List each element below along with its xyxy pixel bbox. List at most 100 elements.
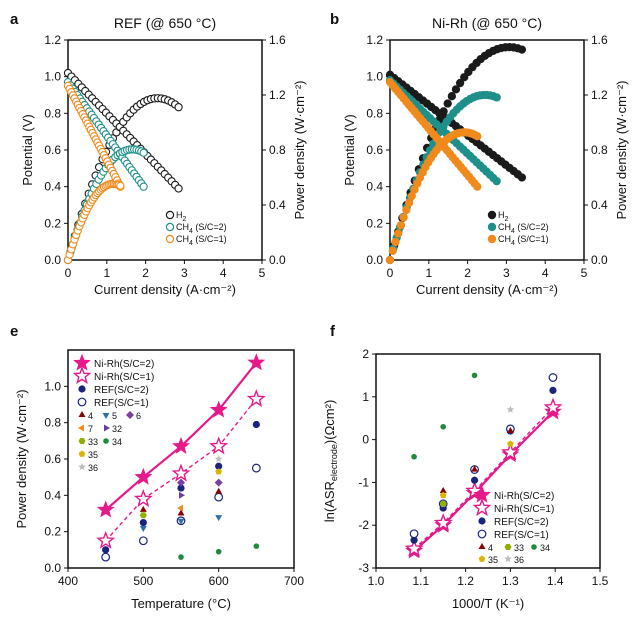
- legend-label: 32: [112, 424, 122, 434]
- y-tick-label: 0.8: [44, 416, 61, 430]
- x-tick-label: 500: [133, 574, 153, 588]
- series: [96, 389, 266, 549]
- legend-marker: [102, 413, 110, 419]
- data-point: [139, 505, 147, 512]
- series: [404, 397, 563, 557]
- y-tick-label: 0.4: [44, 488, 61, 502]
- x-tick-label: 1.4: [547, 574, 564, 588]
- series: [439, 427, 514, 493]
- legend-label: 5: [112, 411, 117, 421]
- ylabel-pre: ln(ASR: [322, 481, 337, 522]
- data-point: [96, 530, 116, 549]
- data-point: [134, 467, 153, 485]
- power-point: [439, 107, 448, 116]
- legend-marker: [78, 385, 86, 393]
- power-point: [492, 93, 501, 102]
- data-point: [253, 543, 260, 549]
- plot-frame: [375, 353, 601, 569]
- legend-label: 36: [514, 555, 524, 565]
- data-point: [171, 463, 191, 482]
- data-point: [138, 536, 148, 546]
- data-point: [470, 476, 479, 484]
- series: [177, 478, 223, 487]
- voltage-point: [473, 182, 482, 191]
- legend-sub: 2: [183, 216, 187, 223]
- y-tick-label: 0.4: [44, 180, 61, 194]
- data-point: [549, 386, 557, 394]
- y-tick-label: 1.2: [366, 33, 383, 47]
- x-tick-label: 1.1: [412, 574, 429, 588]
- legend-label: Ni-Rh(S/C=1): [494, 504, 554, 515]
- y2-tick-label: 1.6: [591, 33, 608, 47]
- power-point: [517, 45, 527, 54]
- y2-tick-label: 0.8: [591, 143, 608, 157]
- legend-label: REF(S/C=2): [494, 517, 549, 528]
- legend-label: CH4 (S/C=1): [498, 234, 549, 247]
- y-tick-label: 0: [362, 433, 369, 447]
- x-tick-label: 5: [581, 266, 588, 280]
- data-point: [215, 462, 223, 470]
- data-point: [433, 513, 453, 532]
- x-tick-label: 1.5: [592, 574, 609, 588]
- data-point: [101, 552, 111, 562]
- power-point: [396, 221, 406, 230]
- ylabel-sub: electrode: [329, 444, 339, 481]
- legend-label: 36: [88, 463, 98, 473]
- panel-e: [64, 349, 295, 572]
- y2-tick-label: 0.0: [591, 253, 608, 267]
- y-tick-label: 1: [362, 390, 369, 404]
- x-tick-label: 1: [103, 266, 110, 280]
- legend-tail: (S/C=2): [193, 222, 227, 232]
- legend-marker: [103, 438, 109, 444]
- y-axis-label: Potential (V): [342, 114, 357, 186]
- series: [177, 504, 183, 512]
- power-point: [473, 132, 482, 141]
- x-tick-label: 700: [284, 574, 304, 588]
- power-point: [443, 99, 452, 108]
- data-point: [500, 442, 520, 461]
- data-point: [177, 509, 185, 516]
- y2-axis-label: Power density (W·cm⁻²): [614, 80, 629, 219]
- y-axis-label: Power density (W·cm⁻²): [14, 389, 29, 528]
- y-tick-label: 0.6: [44, 452, 61, 466]
- legend-main: CH: [498, 234, 511, 244]
- chart-title: Ni-Rh (@ 650 °C): [432, 15, 542, 31]
- power-point: [385, 255, 395, 265]
- legend-sub: 2: [505, 216, 509, 223]
- y2-tick-label: 1.6: [269, 33, 286, 47]
- legend-main: CH: [176, 234, 189, 244]
- x-axis-label: Current density (A·cm⁻²): [416, 282, 558, 297]
- y2-axis-label: Power density (W·cm⁻²): [292, 80, 307, 219]
- data-point: [215, 548, 222, 555]
- legend-marker: [472, 498, 492, 517]
- y2-tick-label: 1.2: [591, 88, 608, 102]
- data-point: [214, 478, 223, 487]
- voltage-point: [517, 173, 527, 182]
- x-axis-label: Current density (A·cm⁻²): [94, 282, 236, 297]
- series: [411, 372, 478, 460]
- y-tick-label: 1.0: [366, 70, 383, 84]
- legend-marker: [504, 555, 512, 563]
- legend-label: REF(S/C=1): [94, 398, 149, 409]
- data-point: [440, 423, 447, 430]
- power-point: [404, 198, 414, 207]
- x-tick-label: 1: [425, 266, 432, 280]
- y-tick-label: 0.0: [366, 253, 383, 267]
- y-tick-label: 0.8: [44, 106, 61, 120]
- legend-sub: 4: [189, 240, 193, 247]
- legend-label: H2: [498, 210, 509, 223]
- data-point: [246, 389, 266, 408]
- legend-tail: (S/C=1): [515, 234, 549, 244]
- data-point: [439, 491, 447, 499]
- series: [178, 543, 260, 560]
- legend-marker: [165, 234, 175, 244]
- x-axis-label: Temperature (°C): [131, 596, 231, 611]
- y-tick-label: 0.8: [366, 106, 383, 120]
- legend-label: 33: [514, 543, 524, 553]
- data-point: [214, 492, 224, 502]
- y-tick-label: 1.2: [44, 33, 61, 47]
- power-point: [116, 181, 125, 190]
- legend-label: REF(S/C=2): [94, 385, 149, 396]
- data-point: [209, 400, 228, 418]
- legend-marker: [504, 544, 512, 550]
